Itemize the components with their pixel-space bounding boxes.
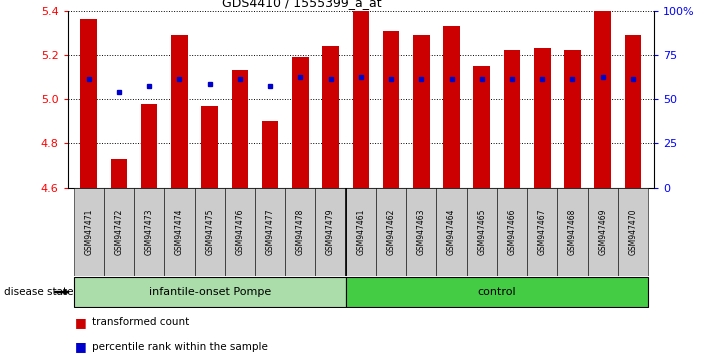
Text: GSM947467: GSM947467	[538, 209, 547, 255]
Bar	[346, 277, 648, 307]
Bar	[413, 35, 429, 188]
Bar	[164, 188, 195, 276]
Bar	[437, 188, 466, 276]
Bar	[443, 26, 460, 188]
Text: GSM947477: GSM947477	[266, 209, 274, 255]
Bar	[346, 188, 376, 276]
Bar	[497, 188, 527, 276]
Text: GSM947475: GSM947475	[205, 209, 214, 255]
Bar	[111, 159, 127, 188]
Bar	[322, 46, 339, 188]
Bar	[225, 188, 255, 276]
Bar	[104, 188, 134, 276]
Bar	[262, 121, 279, 188]
Text: ■: ■	[75, 316, 87, 329]
Bar	[594, 11, 611, 188]
Bar	[195, 188, 225, 276]
Text: GSM947474: GSM947474	[175, 209, 184, 255]
Text: GSM947464: GSM947464	[447, 209, 456, 255]
Bar	[232, 70, 248, 188]
Bar	[141, 104, 158, 188]
Bar	[285, 188, 316, 276]
Bar	[255, 188, 285, 276]
Text: GSM947461: GSM947461	[356, 209, 365, 255]
Text: percentile rank within the sample: percentile rank within the sample	[92, 342, 268, 352]
Title: GDS4410 / 1555399_a_at: GDS4410 / 1555399_a_at	[223, 0, 382, 10]
Bar	[564, 51, 581, 188]
Text: GSM947470: GSM947470	[629, 209, 638, 255]
Bar	[292, 57, 309, 188]
Bar	[201, 106, 218, 188]
Bar	[80, 19, 97, 188]
Bar	[474, 66, 490, 188]
Text: infantile-onset Pompe: infantile-onset Pompe	[149, 287, 271, 297]
Bar	[534, 48, 550, 188]
Bar	[557, 188, 587, 276]
Bar	[466, 188, 497, 276]
Bar	[625, 35, 641, 188]
Text: GSM947462: GSM947462	[387, 209, 395, 255]
Text: GSM947478: GSM947478	[296, 209, 305, 255]
Text: GSM947479: GSM947479	[326, 209, 335, 255]
Text: GSM947465: GSM947465	[477, 209, 486, 255]
Bar	[383, 30, 400, 188]
Text: GSM947463: GSM947463	[417, 209, 426, 255]
Text: GSM947466: GSM947466	[508, 209, 516, 255]
Bar	[353, 11, 369, 188]
Text: transformed count: transformed count	[92, 317, 190, 327]
Text: control: control	[478, 287, 516, 297]
Bar	[376, 188, 406, 276]
Text: GSM947476: GSM947476	[235, 209, 245, 255]
Text: GSM947471: GSM947471	[84, 209, 93, 255]
Bar	[74, 277, 346, 307]
Text: ■: ■	[75, 341, 87, 353]
Text: GSM947473: GSM947473	[144, 209, 154, 255]
Bar	[171, 35, 188, 188]
Bar	[503, 51, 520, 188]
Text: GSM947469: GSM947469	[598, 209, 607, 255]
Bar	[316, 188, 346, 276]
Text: GSM947468: GSM947468	[568, 209, 577, 255]
Bar	[134, 188, 164, 276]
Text: disease state: disease state	[4, 287, 73, 297]
Bar	[527, 188, 557, 276]
Bar	[406, 188, 437, 276]
Bar	[74, 188, 104, 276]
Text: GSM947472: GSM947472	[114, 209, 124, 255]
Bar	[618, 188, 648, 276]
Bar	[587, 188, 618, 276]
